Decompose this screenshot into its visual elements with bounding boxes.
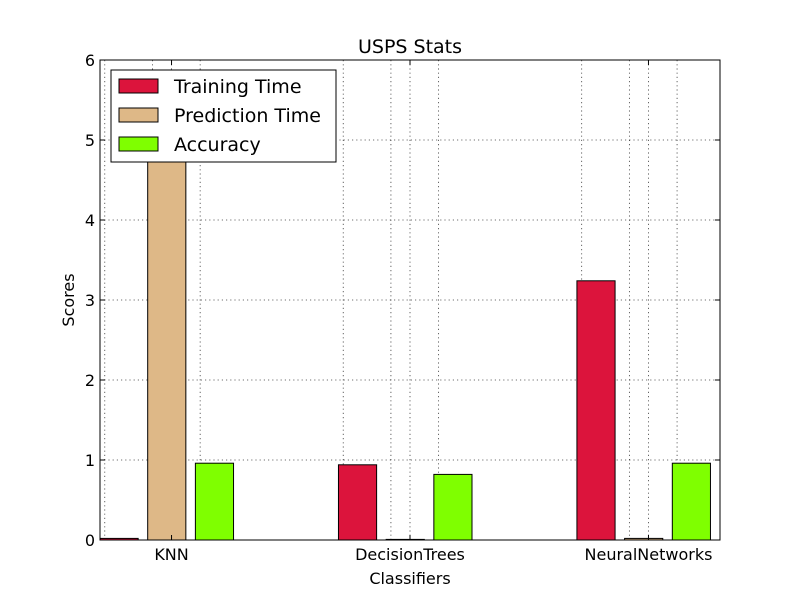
bar-training-time-neuralnetworks bbox=[576, 280, 616, 541]
legend-swatch bbox=[118, 107, 159, 123]
bar-accuracy-decisiontrees bbox=[433, 473, 473, 541]
bar-accuracy-neuralnetworks bbox=[671, 462, 711, 541]
bar-training-time-decisiontrees bbox=[337, 464, 378, 541]
legend-label: Accuracy bbox=[174, 134, 261, 156]
x-tick-label: KNN bbox=[154, 545, 188, 564]
legend: Training Time Prediction Time Accuracy bbox=[110, 69, 337, 163]
y-tick-label: 0 bbox=[85, 531, 95, 550]
bar-prediction-time-knn bbox=[147, 147, 187, 541]
bars-layer bbox=[99, 147, 711, 541]
y-axis-title: Scores bbox=[59, 273, 78, 326]
legend-label: Prediction Time bbox=[174, 105, 321, 127]
y-tick-label: 3 bbox=[85, 291, 95, 310]
y-tick-label: 5 bbox=[85, 131, 95, 150]
x-tick-label: NeuralNetworks bbox=[585, 545, 713, 564]
legend-label: Training Time bbox=[173, 76, 302, 98]
y-tick-label: 2 bbox=[85, 371, 95, 390]
x-tick-label: DecisionTrees bbox=[355, 545, 465, 564]
legend-items: Training Time Prediction Time Accuracy bbox=[118, 76, 321, 156]
legend-swatch bbox=[118, 136, 159, 152]
y-tick-label: 4 bbox=[85, 211, 95, 230]
legend-swatch bbox=[118, 78, 159, 94]
bar-accuracy-knn bbox=[194, 462, 235, 541]
y-tick-label: 1 bbox=[85, 451, 95, 470]
ticks-layer: 0 1 2 3 4 5 6 KNN DecisionTrees NeuralNetworks bbox=[85, 51, 720, 564]
y-tick-label: 6 bbox=[85, 51, 95, 70]
x-axis-title: Classifiers bbox=[369, 569, 450, 588]
chart-title: USPS Stats bbox=[358, 36, 462, 58]
